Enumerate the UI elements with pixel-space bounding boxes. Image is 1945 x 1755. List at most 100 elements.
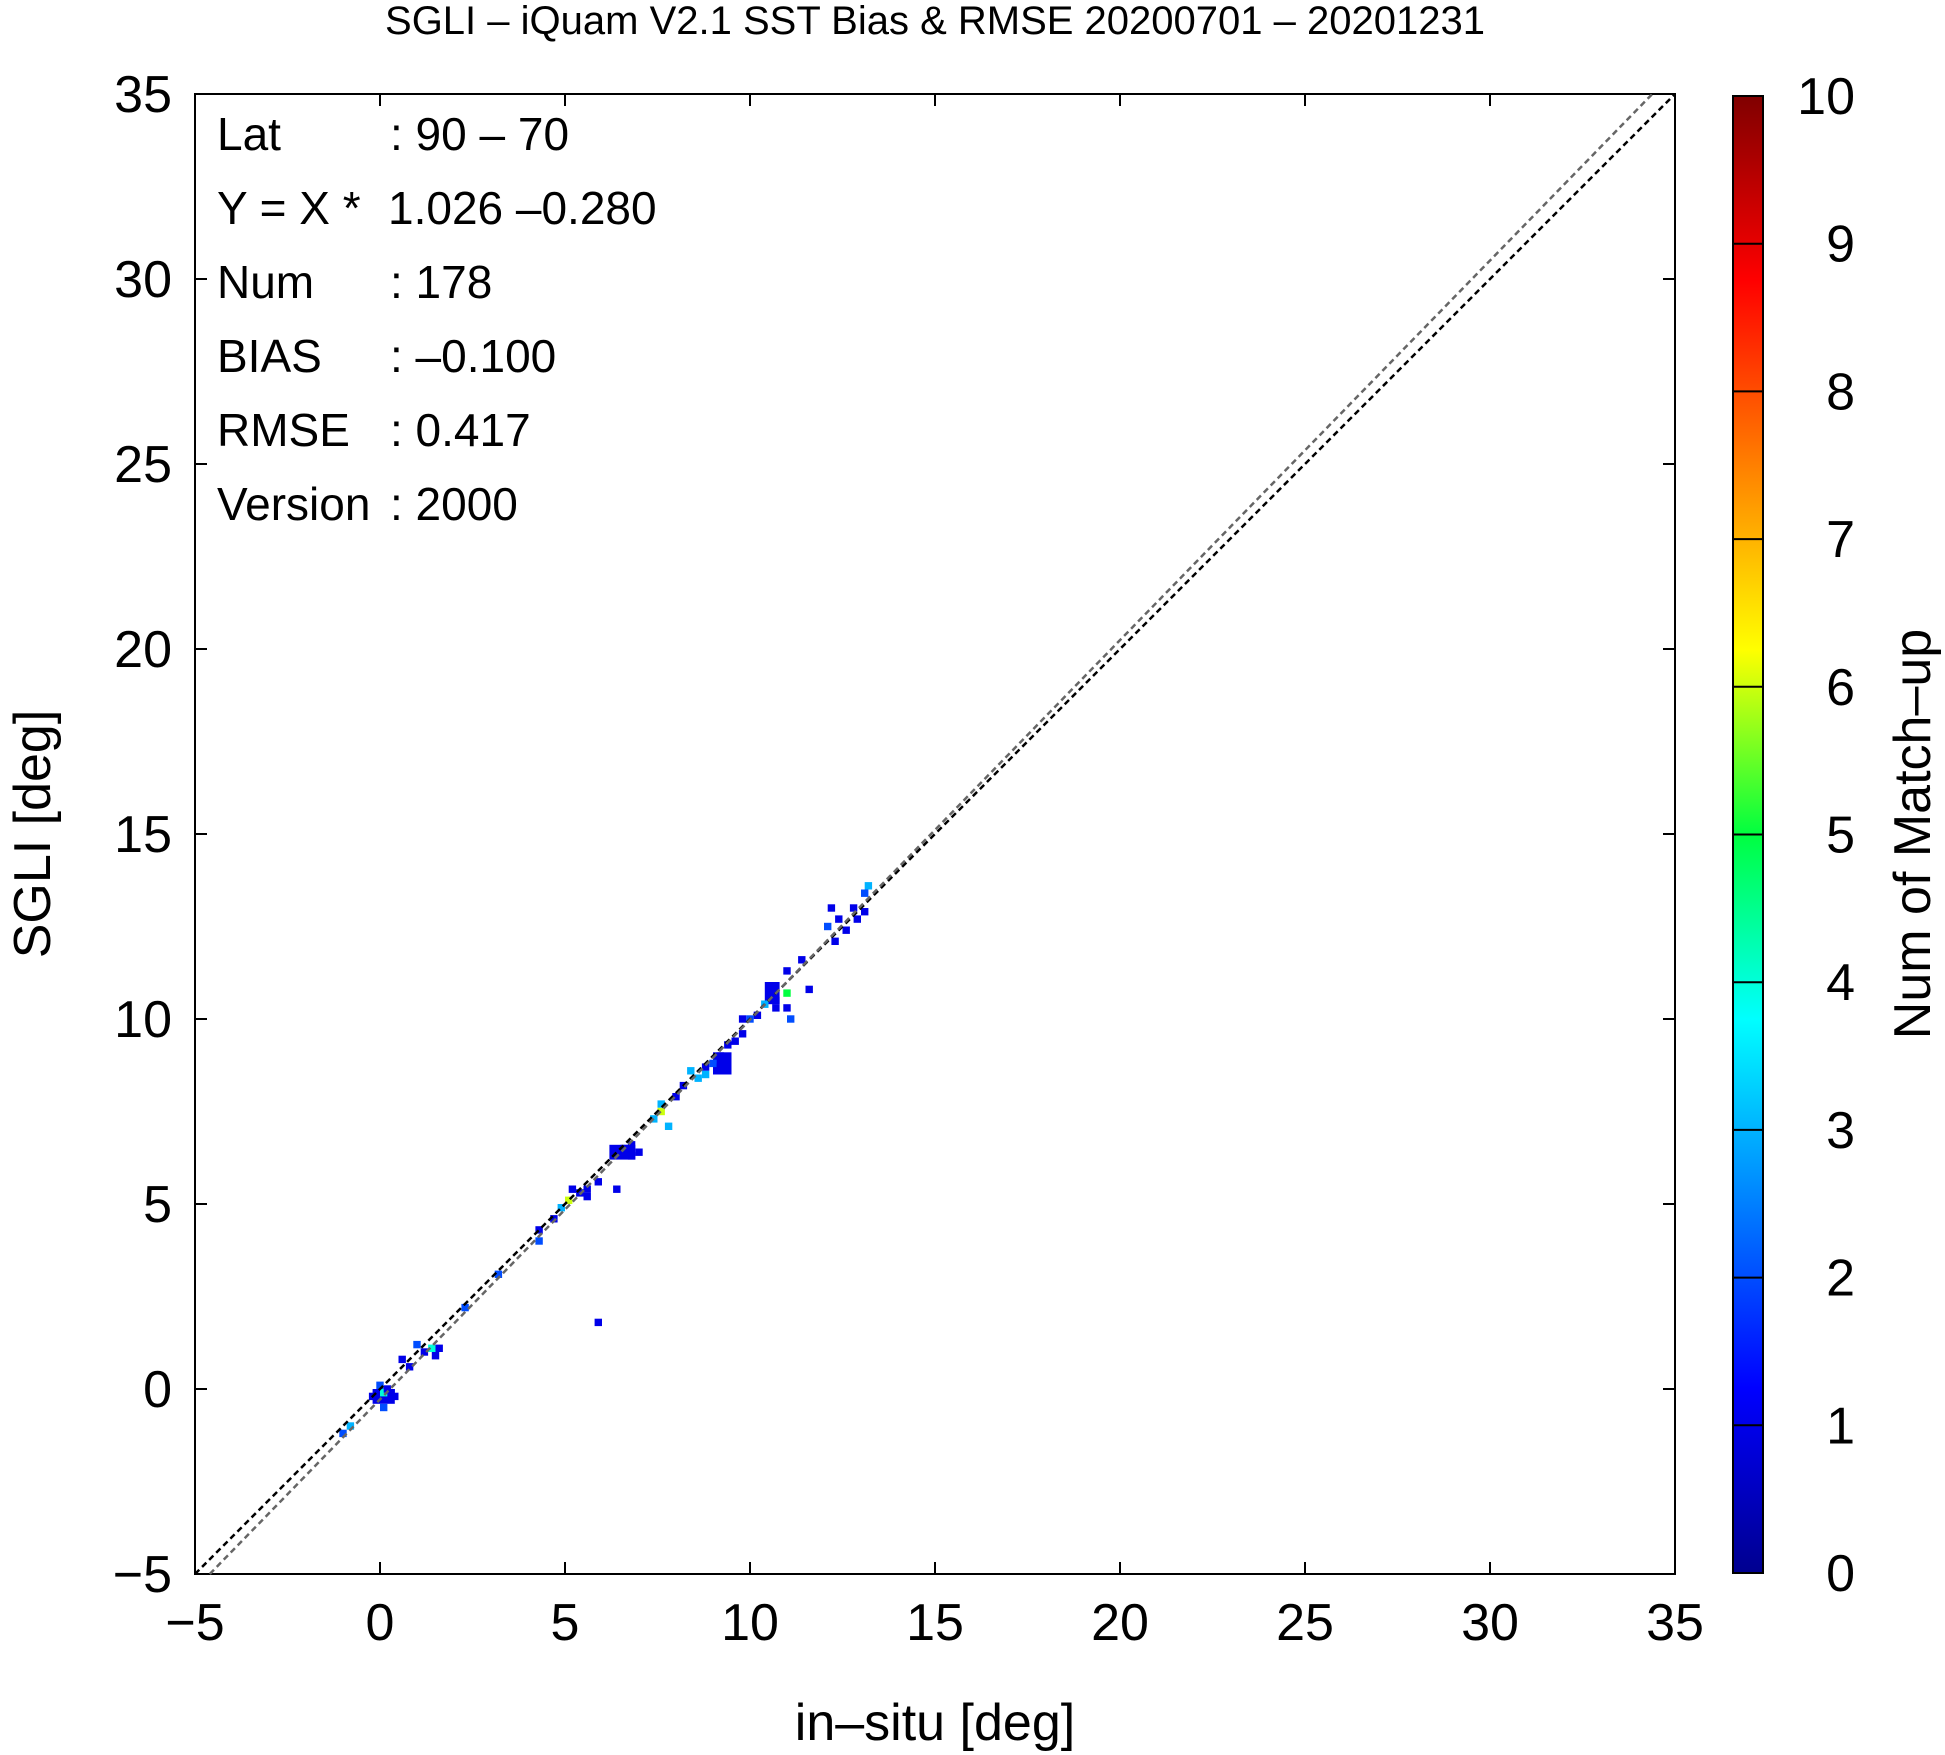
density-cell xyxy=(694,1074,702,1082)
colorbar-label: Num of Match–up xyxy=(1884,629,1942,1039)
stat-label: BIAS xyxy=(217,330,322,382)
stat-value: : 90 – 70 xyxy=(390,108,569,160)
density-cell xyxy=(565,1196,573,1204)
colorbar-tick-label: 9 xyxy=(1826,216,1855,274)
density-cell xyxy=(853,915,861,923)
density-cell xyxy=(376,1381,384,1389)
x-tick-label: 20 xyxy=(1091,1594,1149,1652)
y-tick-label: 20 xyxy=(114,621,172,679)
y-tick-label: 0 xyxy=(143,1361,172,1419)
density-cell xyxy=(557,1204,565,1212)
density-cell xyxy=(435,1344,443,1352)
density-cell xyxy=(709,1059,717,1068)
colorbar-tick-label: 7 xyxy=(1826,511,1855,569)
colorbar-tick-label: 0 xyxy=(1826,1545,1855,1603)
density-cell xyxy=(535,1226,543,1234)
density-cell xyxy=(583,1185,591,1193)
density-cell xyxy=(731,1037,739,1045)
density-cell xyxy=(701,1063,710,1071)
y-axis-label: SGLI [deg] xyxy=(4,710,62,959)
density-cell xyxy=(413,1340,421,1349)
y-tick-label: 5 xyxy=(143,1176,172,1234)
y-tick-label: 15 xyxy=(114,806,172,864)
density-cell xyxy=(420,1348,429,1356)
density-cell xyxy=(594,1318,602,1327)
stat-label: RMSE xyxy=(217,404,350,456)
density-cell xyxy=(687,1067,695,1075)
density-cell xyxy=(627,1141,636,1149)
colorbar-tick-label: 4 xyxy=(1826,954,1855,1012)
density-cell xyxy=(431,1352,440,1360)
density-cell xyxy=(428,1344,436,1352)
density-cell xyxy=(627,1152,636,1160)
x-tick-label: −5 xyxy=(165,1594,224,1652)
density-cell xyxy=(724,1041,732,1049)
stat-label: Y = X * xyxy=(217,182,361,234)
x-tick-label: 0 xyxy=(366,1594,395,1652)
colorbar-tick-label: 3 xyxy=(1826,1102,1855,1160)
y-tick-label: 10 xyxy=(114,991,172,1049)
density-cell xyxy=(672,1093,680,1101)
stat-label: Version xyxy=(217,478,370,530)
density-cell xyxy=(664,1122,673,1130)
x-tick-labels: −5 0 5 10 15 20 25 30 35 xyxy=(165,1594,1704,1652)
x-axis-label: in–situ [deg] xyxy=(795,1694,1075,1752)
x-tick-label: 30 xyxy=(1461,1594,1519,1652)
one-to-one-line xyxy=(194,93,1676,1575)
colorbar-tick-labels: 0 1 2 3 4 5 6 7 8 9 10 xyxy=(1797,68,1855,1603)
stat-value: : –0.100 xyxy=(390,330,556,382)
density-cell xyxy=(783,989,791,997)
density-cell xyxy=(398,1355,406,1364)
chart-title: SGLI – iQuam V2.1 SST Bias & RMSE 202007… xyxy=(385,0,1485,43)
density-cell xyxy=(768,985,776,994)
density-cell xyxy=(805,985,813,994)
density-cell xyxy=(772,996,780,1005)
density-cell xyxy=(657,1107,665,1116)
density-cell xyxy=(387,1389,395,1397)
density-cell xyxy=(753,1011,762,1019)
x-tick-label: 10 xyxy=(721,1594,779,1652)
density-cell xyxy=(787,1015,795,1023)
density-cell xyxy=(772,1004,780,1012)
y-tick-label: 30 xyxy=(114,251,172,309)
y-tick-label: 25 xyxy=(114,436,172,494)
x-tick-label: 25 xyxy=(1276,1594,1334,1652)
colorbar-tick-label: 6 xyxy=(1826,659,1855,717)
density-cell xyxy=(535,1237,543,1245)
density-cell xyxy=(835,915,843,923)
density-cell xyxy=(861,889,869,897)
density-cell xyxy=(613,1185,621,1193)
density-cell xyxy=(380,1403,388,1412)
density-cell xyxy=(391,1392,399,1401)
stat-label: Lat xyxy=(217,108,281,160)
statistics-annotation: Lat: 90 – 70 Y = X * 1.026 –0.280 Num: 178 B… xyxy=(217,108,657,530)
colorbar-ticks xyxy=(1733,95,1763,1574)
density-cell xyxy=(824,922,832,931)
density-cell xyxy=(831,937,839,945)
y-tick-labels: −5 0 5 10 15 20 25 30 35 xyxy=(113,66,172,1604)
x-tick-label: 35 xyxy=(1646,1594,1704,1652)
density-cell xyxy=(701,1070,710,1079)
stat-value: : 178 xyxy=(390,256,492,308)
density-cell xyxy=(635,1148,643,1156)
stat-value: : 0.417 xyxy=(390,404,531,456)
density-cell xyxy=(594,1178,602,1186)
axis-ticks xyxy=(194,93,1676,1575)
colorbar-tick-label: 10 xyxy=(1797,68,1855,126)
density-cell xyxy=(849,904,858,912)
density-cell xyxy=(550,1215,558,1223)
density-cell xyxy=(738,1030,747,1038)
density-cell xyxy=(405,1363,414,1371)
density-cell xyxy=(461,1303,469,1312)
density-cell xyxy=(798,956,806,964)
colorbar-tick-label: 5 xyxy=(1826,807,1855,865)
stat-value: : 2000 xyxy=(390,478,518,530)
density-cell xyxy=(657,1100,665,1108)
density-cell xyxy=(827,904,836,912)
density-cell xyxy=(738,1015,747,1023)
x-tick-label: 5 xyxy=(551,1594,580,1652)
colorbar-tick-label: 2 xyxy=(1826,1250,1855,1308)
stat-label: Num xyxy=(217,256,314,308)
density-cell xyxy=(494,1270,503,1278)
y-tick-label: 35 xyxy=(114,66,172,124)
